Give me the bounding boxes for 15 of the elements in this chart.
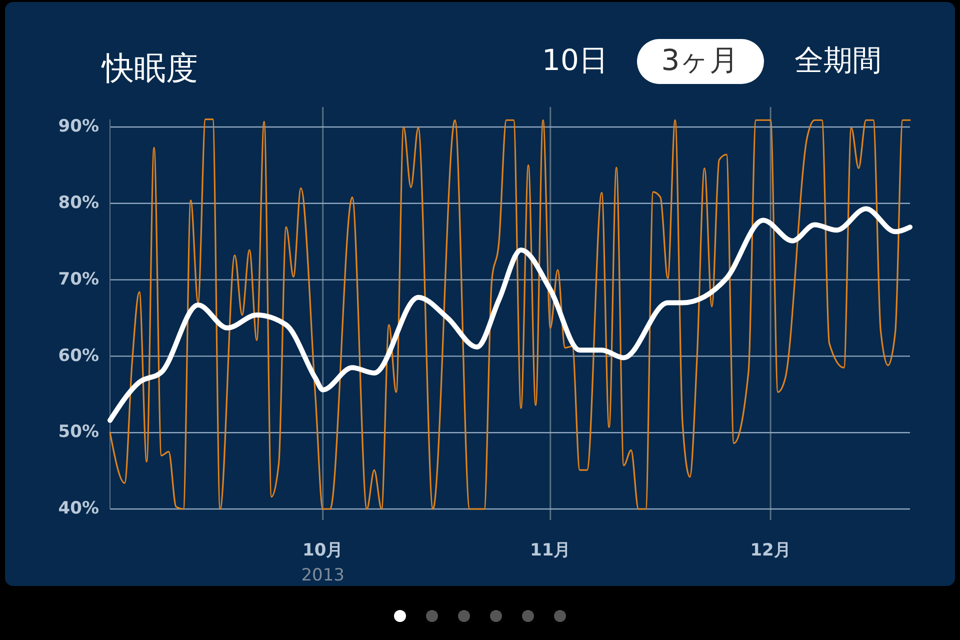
text: 3ヶ月: [661, 42, 739, 77]
text: 10日: [542, 42, 608, 77]
y-tick-label: 60%: [58, 346, 99, 366]
chart-title: 快眠度: [101, 48, 198, 87]
y-tick-label: 70%: [58, 269, 99, 290]
y-tick-label: 80%: [58, 193, 99, 214]
x-tick-label: 11月: [530, 540, 571, 561]
text: 2013: [301, 566, 344, 586]
line-series: [109, 118, 911, 510]
x-tick-label: 12月: [750, 540, 791, 561]
y-tick-label: 40%: [58, 498, 99, 519]
text: 全期間: [794, 42, 882, 77]
y-tick-label: 50%: [58, 422, 99, 442]
y-tick-label: 90%: [58, 116, 99, 137]
x-tick-label: 10月: [302, 540, 344, 561]
